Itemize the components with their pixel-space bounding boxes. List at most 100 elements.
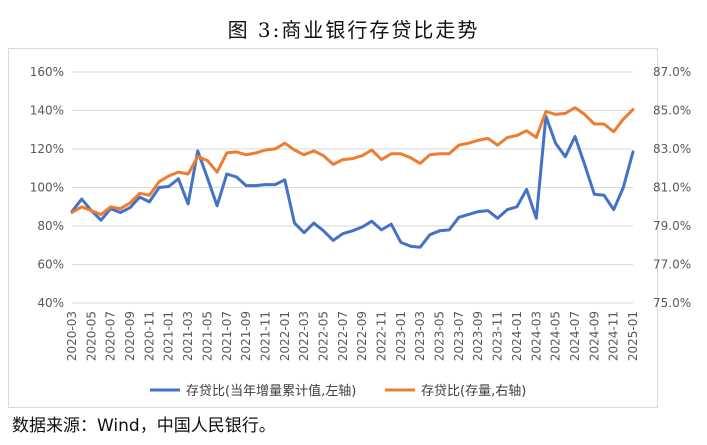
data-point xyxy=(477,210,480,213)
data-point xyxy=(138,192,141,195)
x-tick-label: 2023-01 xyxy=(394,311,408,361)
x-tick-label: 2021-09 xyxy=(239,311,253,361)
data-point xyxy=(167,185,170,188)
data-point xyxy=(496,144,499,146)
y-left-tick-label: 40% xyxy=(37,296,64,310)
data-point xyxy=(264,149,267,151)
data-point xyxy=(342,232,344,235)
data-point xyxy=(351,157,354,160)
data-point xyxy=(361,226,363,228)
data-point xyxy=(129,202,131,204)
data-point xyxy=(206,159,209,162)
data-point xyxy=(109,205,112,208)
x-tick-label: 2020-03 xyxy=(65,311,79,361)
x-tick-label: 2022-11 xyxy=(375,311,389,361)
data-point xyxy=(554,113,557,116)
data-point xyxy=(593,123,596,125)
data-point xyxy=(390,153,392,155)
data-point xyxy=(361,154,363,157)
data-point xyxy=(467,213,470,216)
data-point xyxy=(458,216,460,219)
x-tick-label: 2020-07 xyxy=(104,311,118,361)
series-lines xyxy=(70,106,635,249)
x-tick-label: 2020-05 xyxy=(84,311,98,361)
y-left-tick-label: 80% xyxy=(37,219,64,233)
data-point xyxy=(390,223,392,225)
y-right-tick-label: 79.0% xyxy=(653,219,691,233)
data-point xyxy=(177,171,180,173)
data-point xyxy=(303,153,305,156)
data-point xyxy=(90,209,93,212)
data-point xyxy=(545,110,547,113)
legend: 存贷比(当年增量累计值,左轴) 存贷比(存量,右轴) xyxy=(150,383,526,399)
data-point xyxy=(612,208,615,211)
x-tick-label: 2024-03 xyxy=(529,311,543,361)
data-point xyxy=(196,150,199,152)
x-axis: 2020-03 2020-05 2020-07 2020-09 2020-11 2021-… xyxy=(65,311,640,361)
data-point xyxy=(419,246,422,248)
gridlines xyxy=(72,71,633,304)
data-point xyxy=(400,153,402,155)
x-tick-label: 2021-11 xyxy=(258,311,272,361)
y-left-tick-label: 140% xyxy=(30,104,64,118)
y-left-tick-label: 120% xyxy=(30,142,64,156)
data-point xyxy=(467,142,470,145)
data-point xyxy=(293,149,296,151)
y-right-tick-label: 83.0% xyxy=(653,142,691,156)
data-point xyxy=(71,211,73,214)
data-point xyxy=(400,241,402,244)
x-tick-label: 2025-01 xyxy=(626,311,640,361)
data-point xyxy=(448,229,451,231)
data-point xyxy=(245,153,247,156)
data-point xyxy=(235,176,238,178)
data-point xyxy=(535,136,538,139)
data-point xyxy=(138,196,141,198)
right-axis: 75.0% 77.0% 79.0% 81.0% 83.0% 85.0% 87.0% xyxy=(653,65,691,310)
data-point xyxy=(448,153,451,155)
data-point xyxy=(119,207,122,210)
data-point xyxy=(322,154,325,157)
data-point xyxy=(574,106,576,109)
legend-label: 存贷比(当年增量累计值,左轴) xyxy=(186,383,356,399)
x-tick-label: 2024-05 xyxy=(549,311,563,361)
data-point xyxy=(525,188,528,191)
data-point xyxy=(506,136,509,139)
data-point xyxy=(632,151,634,153)
x-tick-label: 2023-11 xyxy=(491,311,505,361)
x-tick-label: 2022-07 xyxy=(336,311,350,361)
data-point xyxy=(496,217,499,220)
data-point xyxy=(583,113,586,116)
data-point xyxy=(313,222,315,224)
x-tick-label: 2022-01 xyxy=(278,311,292,361)
data-point xyxy=(409,245,412,248)
data-point xyxy=(380,158,383,161)
x-tick-label: 2022-03 xyxy=(297,311,311,361)
x-tick-label: 2022-05 xyxy=(316,311,330,361)
x-tick-label: 2023-07 xyxy=(452,311,466,361)
y-left-tick-label: 60% xyxy=(37,258,64,272)
y-left-tick-label: 160% xyxy=(30,65,64,79)
data-point xyxy=(371,149,373,151)
x-tick-label: 2024-01 xyxy=(510,311,524,361)
data-point xyxy=(148,201,151,203)
y-left-tick-label: 100% xyxy=(30,181,64,195)
data-point xyxy=(429,153,431,156)
data-point xyxy=(206,177,209,179)
data-point xyxy=(225,173,228,175)
left-axis: 40% 60% 80% 100% 120% 140% 160% xyxy=(30,65,64,310)
data-point xyxy=(332,163,334,166)
data-point xyxy=(313,150,315,152)
data-point xyxy=(80,205,83,208)
x-tick-label: 2023-09 xyxy=(471,311,485,361)
x-tick-label: 2021-07 xyxy=(220,311,234,361)
data-point xyxy=(409,156,412,159)
data-point xyxy=(506,208,509,211)
data-point xyxy=(477,139,480,142)
data-point xyxy=(429,233,431,236)
data-point xyxy=(622,186,625,189)
data-point xyxy=(254,152,257,154)
data-point xyxy=(487,137,489,140)
data-point xyxy=(622,118,625,120)
data-point xyxy=(187,173,189,175)
